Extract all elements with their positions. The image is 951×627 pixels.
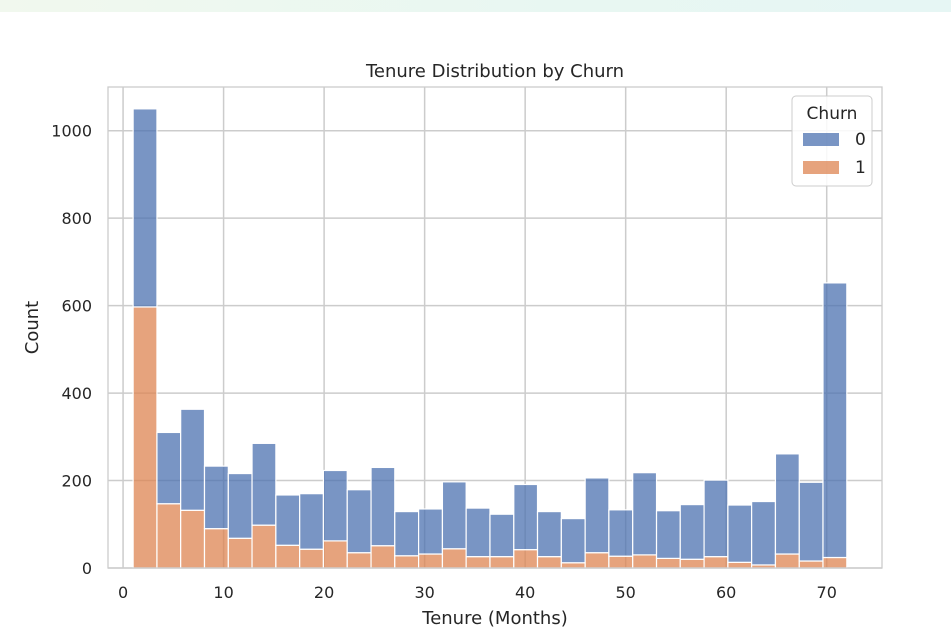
bar-churn-1 [370, 545, 396, 569]
bar-churn-1 [322, 540, 348, 569]
bar-churn-0 [798, 481, 824, 562]
x-tick-label: 60 [716, 583, 736, 602]
bar-churn-0 [536, 510, 562, 558]
bar-churn-0 [513, 483, 539, 551]
y-tick-label: 600 [61, 297, 92, 316]
bar-churn-0 [560, 517, 586, 564]
x-tick-label: 50 [615, 583, 635, 602]
window-top-strip [0, 0, 951, 12]
x-tick-label: 30 [414, 583, 434, 602]
bar-churn-1 [132, 306, 158, 569]
bar-churn-1 [441, 548, 467, 569]
y-tick-label: 200 [61, 472, 92, 491]
chart-title: Tenure Distribution by Churn [365, 61, 624, 82]
bar-churn-1 [632, 554, 658, 569]
tick-labels: 0 10 20 30 40 50 60 70 0 200 400 600 800 1000 [51, 122, 837, 602]
legend-title: Churn [807, 104, 858, 124]
bar-churn-1 [513, 549, 539, 569]
bar-churn-0 [418, 508, 444, 555]
x-tick-label: 10 [213, 583, 233, 602]
bar-churn-1 [180, 509, 206, 569]
bars [132, 108, 848, 569]
bar-churn-0 [608, 509, 634, 557]
bar-churn-0 [465, 507, 491, 558]
y-tick-label: 1000 [51, 122, 92, 141]
bar-churn-1 [774, 553, 800, 569]
x-tick-label: 70 [817, 583, 837, 602]
bar-churn-1 [394, 555, 420, 569]
bar-churn-0 [346, 489, 372, 554]
bar-churn-1 [203, 528, 229, 569]
legend-swatch [803, 161, 839, 174]
bar-churn-0 [441, 481, 467, 550]
bar-churn-1 [584, 552, 610, 569]
bar-churn-1 [822, 556, 848, 569]
x-axis-label: Tenure (Months) [421, 608, 567, 627]
bar-churn-0 [679, 503, 705, 560]
legend-entry-label: 1 [855, 158, 866, 178]
bar-churn-1 [560, 562, 586, 569]
bar-churn-0 [703, 479, 729, 558]
bar-churn-0 [774, 453, 800, 555]
legend-swatch [803, 133, 839, 146]
bar-churn-1 [536, 556, 562, 569]
bar-churn-1 [275, 544, 301, 569]
bar-churn-0 [822, 282, 848, 559]
bar-churn-1 [465, 556, 491, 569]
bar-churn-0 [584, 477, 610, 554]
bar-churn-0 [727, 504, 753, 563]
plot-frame [107, 86, 883, 569]
bar-churn-0 [299, 493, 325, 550]
bar-churn-0 [632, 472, 658, 556]
bar-churn-0 [655, 510, 681, 559]
bar-churn-0 [394, 510, 420, 557]
bar-churn-0 [751, 500, 777, 566]
bar-churn-1 [703, 556, 729, 569]
bar-churn-1 [608, 555, 634, 569]
bar-churn-1 [679, 558, 705, 569]
bar-churn-0 [370, 466, 396, 547]
bar-churn-0 [132, 108, 158, 308]
bar-churn-0 [227, 472, 253, 539]
bar-churn-0 [275, 494, 301, 546]
legend: Churn 0 1 [791, 95, 873, 187]
bar-churn-1 [346, 552, 372, 569]
bar-churn-1 [727, 561, 753, 569]
bar-churn-0 [489, 513, 515, 558]
bar-churn-0 [180, 408, 206, 511]
bar-churn-1 [299, 548, 325, 569]
bar-churn-0 [203, 465, 229, 530]
legend-entry-label: 0 [855, 130, 866, 150]
bar-churn-1 [418, 553, 444, 569]
y-tick-label: 400 [61, 384, 92, 403]
bar-churn-0 [322, 469, 348, 542]
x-tick-label: 40 [515, 583, 535, 602]
bar-churn-1 [227, 537, 253, 569]
bar-churn-1 [489, 556, 515, 569]
y-tick-label: 0 [82, 559, 92, 578]
x-tick-label: 0 [118, 583, 128, 602]
bar-churn-1 [251, 524, 277, 569]
bar-churn-0 [251, 442, 277, 526]
bar-churn-1 [156, 503, 182, 569]
bar-churn-0 [156, 431, 182, 505]
y-axis-label: Count [22, 301, 43, 354]
bar-churn-1 [798, 560, 824, 569]
bar-churn-1 [655, 557, 681, 569]
x-tick-label: 20 [314, 583, 334, 602]
y-tick-label: 800 [61, 209, 92, 228]
